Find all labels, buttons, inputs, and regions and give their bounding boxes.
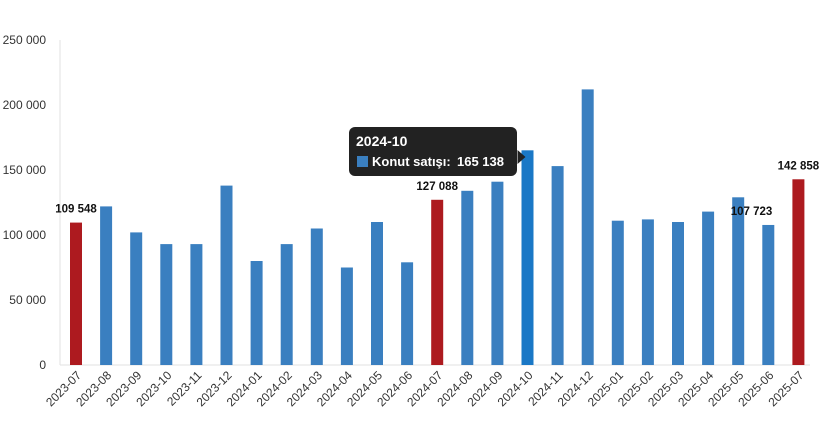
bar-2023-10[interactable] xyxy=(160,244,173,365)
tooltip-title: 2024-10 xyxy=(356,133,408,149)
y-tick-label: 150 000 xyxy=(3,163,47,177)
bar-2023-08[interactable] xyxy=(100,206,113,365)
bar-2024-12[interactable] xyxy=(581,89,594,366)
bar-series xyxy=(70,89,805,366)
bar-2024-06[interactable] xyxy=(401,262,414,365)
bar-2025-06[interactable] xyxy=(762,224,775,365)
bar-2023-11[interactable] xyxy=(190,244,203,365)
bar-2025-03[interactable] xyxy=(672,222,684,365)
y-tick-label: 250 000 xyxy=(3,33,47,47)
bar-2024-04[interactable] xyxy=(340,267,353,366)
bar-2024-01[interactable] xyxy=(250,261,263,365)
y-tick-label: 0 xyxy=(39,358,46,372)
bar-2023-12[interactable] xyxy=(220,185,233,365)
bar-2024-07[interactable] xyxy=(431,199,444,365)
bar-2025-05[interactable] xyxy=(732,197,745,365)
tooltip: 2024-10 Konut satışı: 165 138 xyxy=(349,127,526,176)
y-tick-label: 200 000 xyxy=(3,98,47,112)
bar-2024-09[interactable] xyxy=(491,181,504,365)
y-tick-label: 100 000 xyxy=(3,228,47,242)
data-label-2025-06: 107 723 xyxy=(731,206,773,218)
data-label-2023-07: 109 548 xyxy=(55,204,97,216)
bar-2023-09[interactable] xyxy=(130,232,143,365)
bar-2025-01[interactable] xyxy=(611,220,624,365)
bar-2024-08[interactable] xyxy=(461,190,474,365)
tooltip-pointer xyxy=(517,150,526,164)
y-tick-label: 50 000 xyxy=(9,293,46,307)
bar-2024-11[interactable] xyxy=(551,166,564,365)
tooltip-box xyxy=(349,127,517,176)
data-label-2025-07: 142 858 xyxy=(778,160,820,172)
data-label-2024-07: 127 088 xyxy=(416,181,458,193)
tooltip-series-label: Konut satışı: xyxy=(372,154,451,169)
bar-2025-04[interactable] xyxy=(702,211,715,365)
bar-2024-05[interactable] xyxy=(371,222,383,365)
bar-2024-10[interactable] xyxy=(521,150,534,365)
tooltip-swatch xyxy=(357,156,368,167)
bar-2023-07[interactable] xyxy=(70,222,82,365)
bar-2025-07[interactable] xyxy=(792,179,805,365)
bar-2025-02[interactable] xyxy=(641,219,654,365)
x-axis: 2023-072023-082023-092023-102023-112023-… xyxy=(43,368,807,409)
bar-2024-02[interactable] xyxy=(280,244,293,365)
tooltip-value: 165 138 xyxy=(457,154,504,169)
bar-2024-03[interactable] xyxy=(310,228,323,366)
data-labels: 109 548 127 088 107 723 142 858 xyxy=(55,160,820,218)
